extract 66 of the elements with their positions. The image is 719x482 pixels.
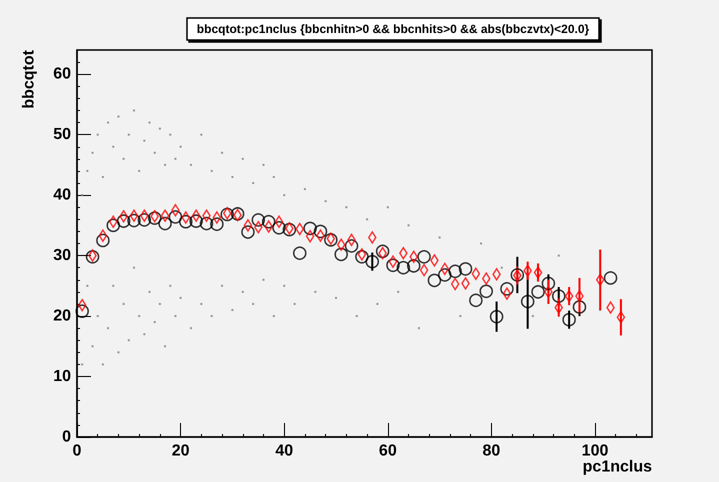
point	[604, 271, 618, 285]
point	[106, 218, 120, 232]
point	[230, 207, 244, 221]
point	[324, 233, 338, 247]
point	[344, 239, 358, 253]
point	[428, 274, 442, 288]
point	[366, 254, 380, 268]
y-tick-label: 20	[53, 308, 72, 325]
point	[500, 282, 514, 296]
point	[189, 214, 203, 228]
point	[116, 214, 130, 228]
point	[241, 225, 255, 239]
x-tick-label: 80	[482, 442, 500, 460]
point	[314, 224, 328, 238]
y-tick-label: 50	[53, 126, 72, 144]
x-tick-label: 100	[582, 442, 608, 460]
point	[138, 213, 152, 227]
point	[86, 250, 100, 264]
point	[168, 210, 182, 224]
point	[252, 213, 266, 227]
point	[179, 214, 193, 228]
point	[96, 234, 110, 248]
point	[542, 276, 556, 290]
point	[355, 250, 369, 264]
point	[220, 208, 234, 222]
point	[490, 310, 504, 324]
point	[334, 248, 348, 262]
point	[562, 312, 576, 326]
point	[520, 294, 534, 308]
y-tick-label: 10	[53, 368, 72, 386]
point	[376, 244, 390, 258]
y-axis-title: bbcqtot	[20, 49, 38, 109]
x-tick-label: 20	[172, 442, 190, 460]
point	[448, 264, 462, 278]
point	[303, 222, 317, 236]
x-tick-label: 0	[72, 442, 82, 460]
point	[127, 214, 141, 228]
point	[406, 259, 420, 273]
y-tick-label: 40	[53, 186, 72, 204]
point	[438, 268, 452, 282]
x-tick-label: 60	[378, 442, 397, 460]
point	[272, 221, 286, 235]
y-tick-label: 30	[53, 247, 72, 264]
point	[262, 214, 276, 228]
point	[200, 216, 214, 230]
point	[458, 262, 472, 276]
x-axis-title: pc1nclus	[582, 458, 652, 476]
point	[531, 285, 545, 299]
point	[417, 250, 431, 264]
x-tick-label: 40	[275, 442, 294, 460]
point	[572, 300, 586, 314]
chart-title: bbcqtot:pc1nclus {bbcnhitn>0 && bbcnhits>0 && abs(bbczvtx)<20.0}	[196, 22, 590, 36]
point	[469, 294, 483, 308]
point	[148, 211, 162, 225]
point	[293, 246, 306, 260]
point	[210, 217, 224, 231]
y-tick-label: 0	[62, 428, 72, 446]
point	[396, 260, 410, 274]
point	[479, 284, 493, 298]
point	[282, 222, 296, 236]
point	[158, 216, 172, 230]
point	[552, 289, 566, 303]
point	[75, 304, 89, 318]
point	[386, 258, 400, 272]
point	[510, 268, 524, 282]
y-tick-label: 60	[53, 66, 72, 83]
